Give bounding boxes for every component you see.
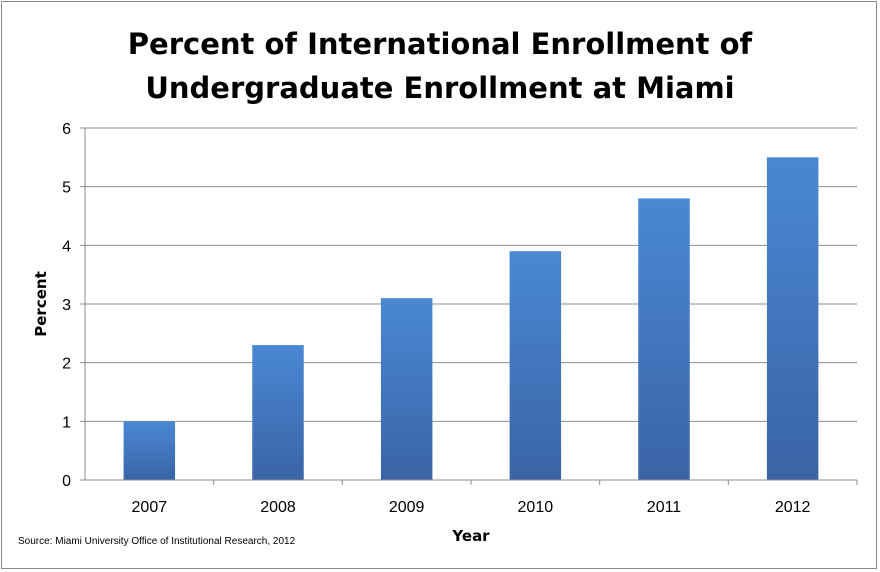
x-tick-labels: 2007 2008 2009 2010 2011 2012 xyxy=(132,499,811,516)
y-tick-label: 5 xyxy=(62,180,71,197)
bars xyxy=(123,157,819,481)
y-tick-label: 2 xyxy=(62,356,71,373)
chart-title-line-1: Percent of International Enrollment of xyxy=(127,27,753,61)
x-axis-title: Year xyxy=(451,527,490,545)
axes xyxy=(80,127,858,485)
bar-2010 xyxy=(509,251,562,480)
x-tick-label: 2007 xyxy=(132,499,168,516)
chart-title-line-2: Undergraduate Enrollment at Miami xyxy=(145,71,735,105)
x-tick-label: 2008 xyxy=(260,499,296,516)
y-tick-label: 1 xyxy=(62,414,71,431)
bar-2008 xyxy=(252,345,304,480)
source-note: Source: Miami University Office of Insti… xyxy=(18,536,296,547)
gridlines xyxy=(85,127,857,422)
x-tick-label: 2012 xyxy=(775,499,811,516)
bar-2011 xyxy=(638,198,690,480)
bar-2012 xyxy=(766,157,819,481)
chart-title: Percent of International Enrollment of U… xyxy=(0,22,880,110)
x-tick-label: 2010 xyxy=(518,499,554,516)
bar-2009 xyxy=(380,298,433,480)
y-tick-label: 6 xyxy=(62,121,71,138)
y-axis-title: Percent xyxy=(32,271,50,336)
y-tick-label: 4 xyxy=(62,238,71,255)
x-tick-label: 2011 xyxy=(647,499,682,516)
bar-2007 xyxy=(123,421,176,480)
y-tick-label: 3 xyxy=(62,297,71,314)
y-tick-label: 0 xyxy=(62,473,71,490)
x-tick-label: 2009 xyxy=(389,499,425,516)
y-tick-labels: 0 1 2 3 4 5 6 xyxy=(62,121,71,490)
